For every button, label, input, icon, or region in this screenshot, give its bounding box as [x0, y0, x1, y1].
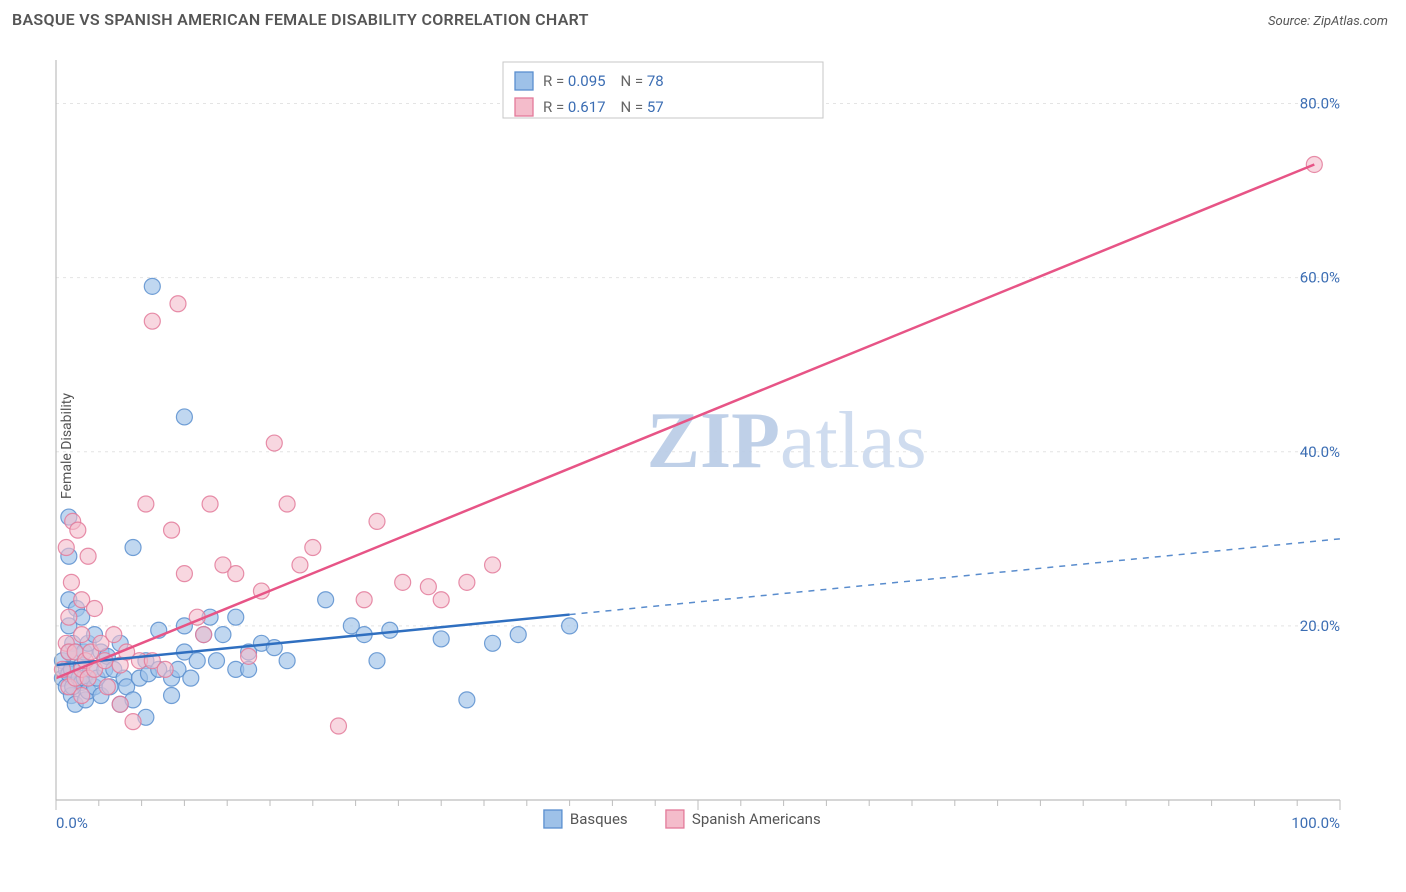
- legend-swatch: [666, 810, 684, 828]
- legend-swatch: [515, 98, 533, 116]
- scatter-point: [459, 692, 475, 708]
- scatter-point: [433, 592, 449, 608]
- scatter-point: [510, 627, 526, 643]
- regression-line-extrapolated: [570, 539, 1340, 615]
- scatter-point: [164, 688, 180, 704]
- chart-title: BASQUE VS SPANISH AMERICAN FEMALE DISABI…: [12, 10, 589, 29]
- scatter-point: [58, 540, 74, 556]
- scatter-point: [157, 661, 173, 677]
- scatter-point: [87, 600, 103, 616]
- legend-label: Spanish Americans: [692, 810, 821, 828]
- scatter-point: [459, 574, 475, 590]
- x-axis-min-label: 0.0%: [56, 814, 88, 830]
- scatter-point: [369, 653, 385, 669]
- scatter-point: [356, 592, 372, 608]
- y-tick-label: 20.0%: [1300, 617, 1340, 635]
- scatter-point: [369, 513, 385, 529]
- scatter-point: [279, 653, 295, 669]
- scatter-point: [202, 496, 218, 512]
- legend-swatch: [515, 72, 533, 90]
- scatter-point: [433, 631, 449, 647]
- scatter-point: [209, 653, 225, 669]
- scatter-point: [164, 522, 180, 538]
- scatter-point: [382, 622, 398, 638]
- scatter-point: [395, 574, 411, 590]
- scatter-point: [305, 540, 321, 556]
- scatter-point: [1306, 156, 1322, 172]
- watermark: ZIPatlas: [647, 397, 927, 485]
- legend-row: R = 0.617 N = 57: [543, 98, 664, 116]
- scatter-point: [279, 496, 295, 512]
- scatter-point: [99, 679, 115, 695]
- scatter-point: [292, 557, 308, 573]
- scatter-point: [266, 435, 282, 451]
- scatter-point: [70, 522, 86, 538]
- scatter-point: [170, 296, 186, 312]
- scatter-point: [74, 688, 90, 704]
- y-tick-label: 80.0%: [1300, 95, 1340, 113]
- scatter-point: [228, 566, 244, 582]
- scatter-point: [125, 714, 141, 730]
- regression-line: [56, 164, 1314, 678]
- y-tick-label: 40.0%: [1300, 443, 1340, 461]
- x-axis-max-label: 100.0%: [1291, 814, 1340, 830]
- scatter-point: [330, 718, 346, 734]
- scatter-point: [183, 670, 199, 686]
- legend-label: Basques: [570, 810, 628, 828]
- scatter-plot: 20.0% 40.0% 60.0% 80.0% ZIPatlas 0.0% 100.0% R …: [48, 40, 1368, 830]
- scatter-point: [61, 609, 77, 625]
- scatter-point: [63, 574, 79, 590]
- scatter-point: [176, 566, 192, 582]
- scatter-point: [176, 409, 192, 425]
- scatter-point: [189, 653, 205, 669]
- scatter-point: [318, 592, 334, 608]
- scatter-point: [138, 496, 154, 512]
- scatter-point: [420, 579, 436, 595]
- scatter-point: [144, 278, 160, 294]
- scatter-point: [228, 609, 244, 625]
- scatter-point: [215, 627, 231, 643]
- scatter-point: [562, 618, 578, 634]
- scatter-point: [80, 548, 96, 564]
- scatter-point: [106, 627, 122, 643]
- scatter-point: [485, 635, 501, 651]
- scatter-point: [125, 540, 141, 556]
- scatter-point: [112, 696, 128, 712]
- scatter-point: [74, 627, 90, 643]
- scatter-point: [485, 557, 501, 573]
- scatter-point: [241, 648, 257, 664]
- source-attribution: Source: ZipAtlas.com: [1268, 14, 1388, 29]
- scatter-point: [196, 627, 212, 643]
- y-tick-label: 60.0%: [1300, 269, 1340, 287]
- legend-row: R = 0.095 N = 78: [543, 72, 664, 90]
- scatter-point: [144, 313, 160, 329]
- legend-swatch: [544, 810, 562, 828]
